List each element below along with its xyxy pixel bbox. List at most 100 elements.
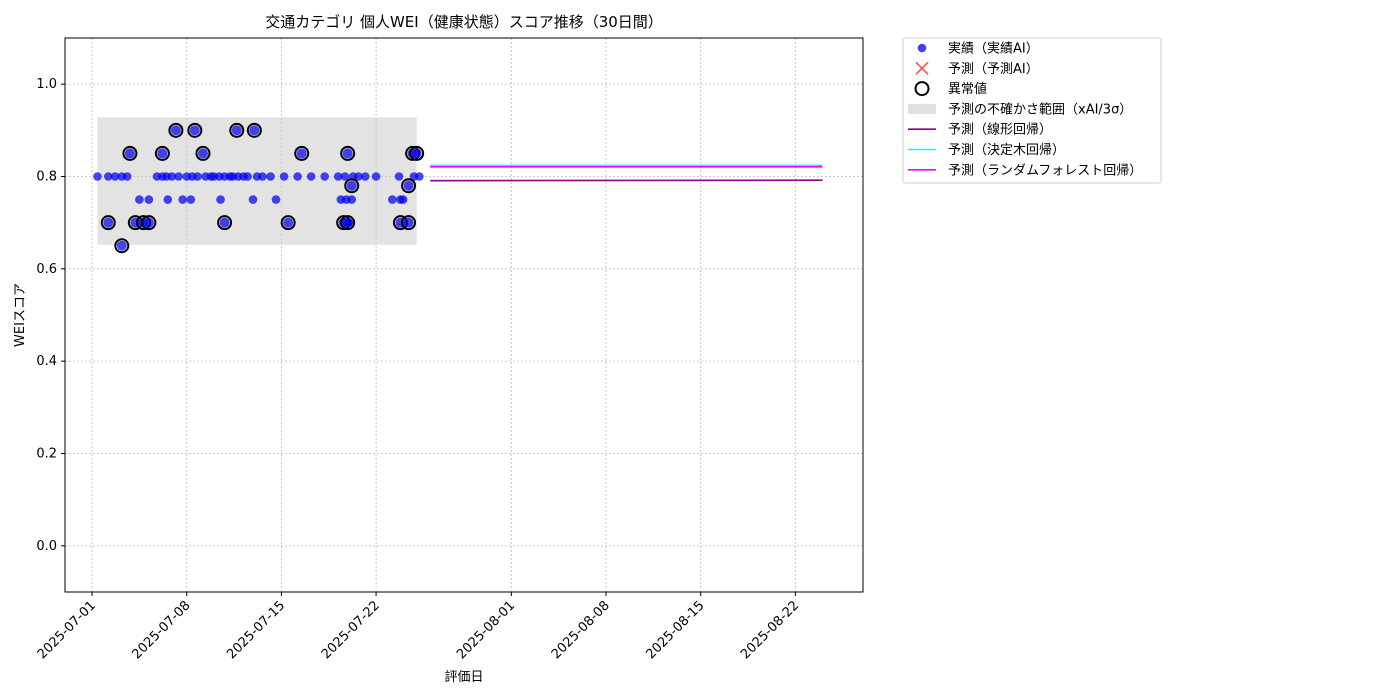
data-point [279,172,289,181]
anomaly-point [283,217,294,228]
anomaly-rings-layer [100,122,425,254]
data-point [216,195,225,204]
plot-frame [64,37,864,593]
data-point [360,172,370,181]
legend-marker-band [908,103,936,114]
data-point [354,172,363,181]
anomaly-ring [344,178,360,194]
anomaly-ring [141,215,157,231]
data-point [103,172,113,181]
anomaly-ring [195,145,211,161]
legend-label: 予測（線形回帰） [948,122,1052,138]
anomaly-ring [187,122,203,138]
anomaly-ring [280,215,296,231]
anomaly-point [346,180,357,191]
legend-marker-point [917,43,927,53]
legend-marker-ring [914,81,930,97]
data-point [371,172,381,181]
chart-title: 交通カテゴリ 個人WEI（健康状態）スコア推移（30日間） [265,13,663,31]
anomaly-ring [409,145,425,161]
data-point [415,172,424,181]
legend-label: 予測（予測AI） [948,62,1039,77]
data-point [306,172,316,181]
anomaly-ring [122,145,138,161]
data-point [144,195,154,204]
x-tick-label: 2025-08-22 [738,598,802,662]
legend-label: 予測の不確かさ範囲（xAI/3σ） [948,101,1132,117]
data-point [271,195,281,204]
y-tick-label: 0.4 [36,354,57,369]
anomaly-point [116,240,127,251]
anomaly-ring [340,145,356,161]
x-axis: 2025-07-01 2025-07-08 2025-07-15 2025-07-22… [35,592,802,662]
anomaly-point [189,125,200,136]
anomaly-point [342,148,353,159]
anomaly-point [403,180,414,191]
anomaly-ring [401,178,417,194]
data-point [122,172,132,181]
anomaly-point [157,148,168,159]
anomaly-point [403,217,414,228]
anomaly-point [197,148,208,159]
anomaly-ring [168,122,184,138]
anomaly-point [170,125,181,136]
data-point [347,195,357,204]
anomaly-point [411,148,422,159]
data-point [243,172,252,181]
anomaly-ring [229,122,245,138]
anomaly-point [231,125,242,136]
anomaly-point [296,148,307,159]
y-tick-label: 0.8 [36,170,57,185]
anomaly-point [342,217,353,228]
plot-area [64,37,864,593]
y-tick-label: 0.2 [36,447,57,462]
x-axis-title: 評価日 [444,670,483,685]
anomaly-ring [246,122,262,138]
data-point [388,195,397,204]
x-tick-label: 2025-07-01 [35,598,99,662]
data-point [178,195,187,204]
x-tick-label: 2025-08-08 [549,598,613,662]
anomaly-ring [154,145,170,161]
anomaly-point [124,148,135,159]
anomaly-ring [294,145,310,161]
anomaly-ring [401,215,417,231]
data-point [340,172,350,181]
data-point [93,172,102,181]
actual-points-layer [93,172,424,227]
y-tick-label: 1.0 [36,77,57,92]
y-axis-title: WEIスコア [13,283,28,347]
forecast-lines-layer [430,164,823,182]
legend-box [902,37,1162,184]
data-point [293,172,302,181]
legend-label: 予測（ランダムフォレスト回帰） [948,162,1142,178]
data-point [167,172,177,181]
data-point [110,172,120,181]
data-point [320,172,329,181]
anomaly-point [143,217,154,228]
x-tick-label: 2025-07-22 [319,598,383,662]
legend-label: 異常値 [948,81,987,97]
x-tick-label: 2025-07-15 [224,598,288,662]
data-point [398,195,408,204]
anomaly-ring [114,238,130,254]
anomaly-point [249,125,260,136]
y-tick-label: 0.6 [36,262,57,277]
anomaly-ring [340,215,356,231]
x-tick-label: 2025-08-01 [454,598,518,662]
legend-label: 予測（決定木回帰） [948,142,1065,158]
legend-marker-cross [915,61,929,75]
anomaly-point [103,217,114,228]
data-point [394,172,404,181]
data-point [186,195,196,204]
data-point [174,172,183,181]
y-axis: 0.0 0.2 0.4 0.6 0.8 1.0 [36,77,65,554]
data-point [193,172,202,181]
anomaly-ring [217,215,233,231]
data-point [248,195,258,204]
anomaly-ring [100,215,116,231]
x-tick-label: 2025-07-08 [130,598,194,662]
x-tick-label: 2025-08-15 [643,598,707,662]
